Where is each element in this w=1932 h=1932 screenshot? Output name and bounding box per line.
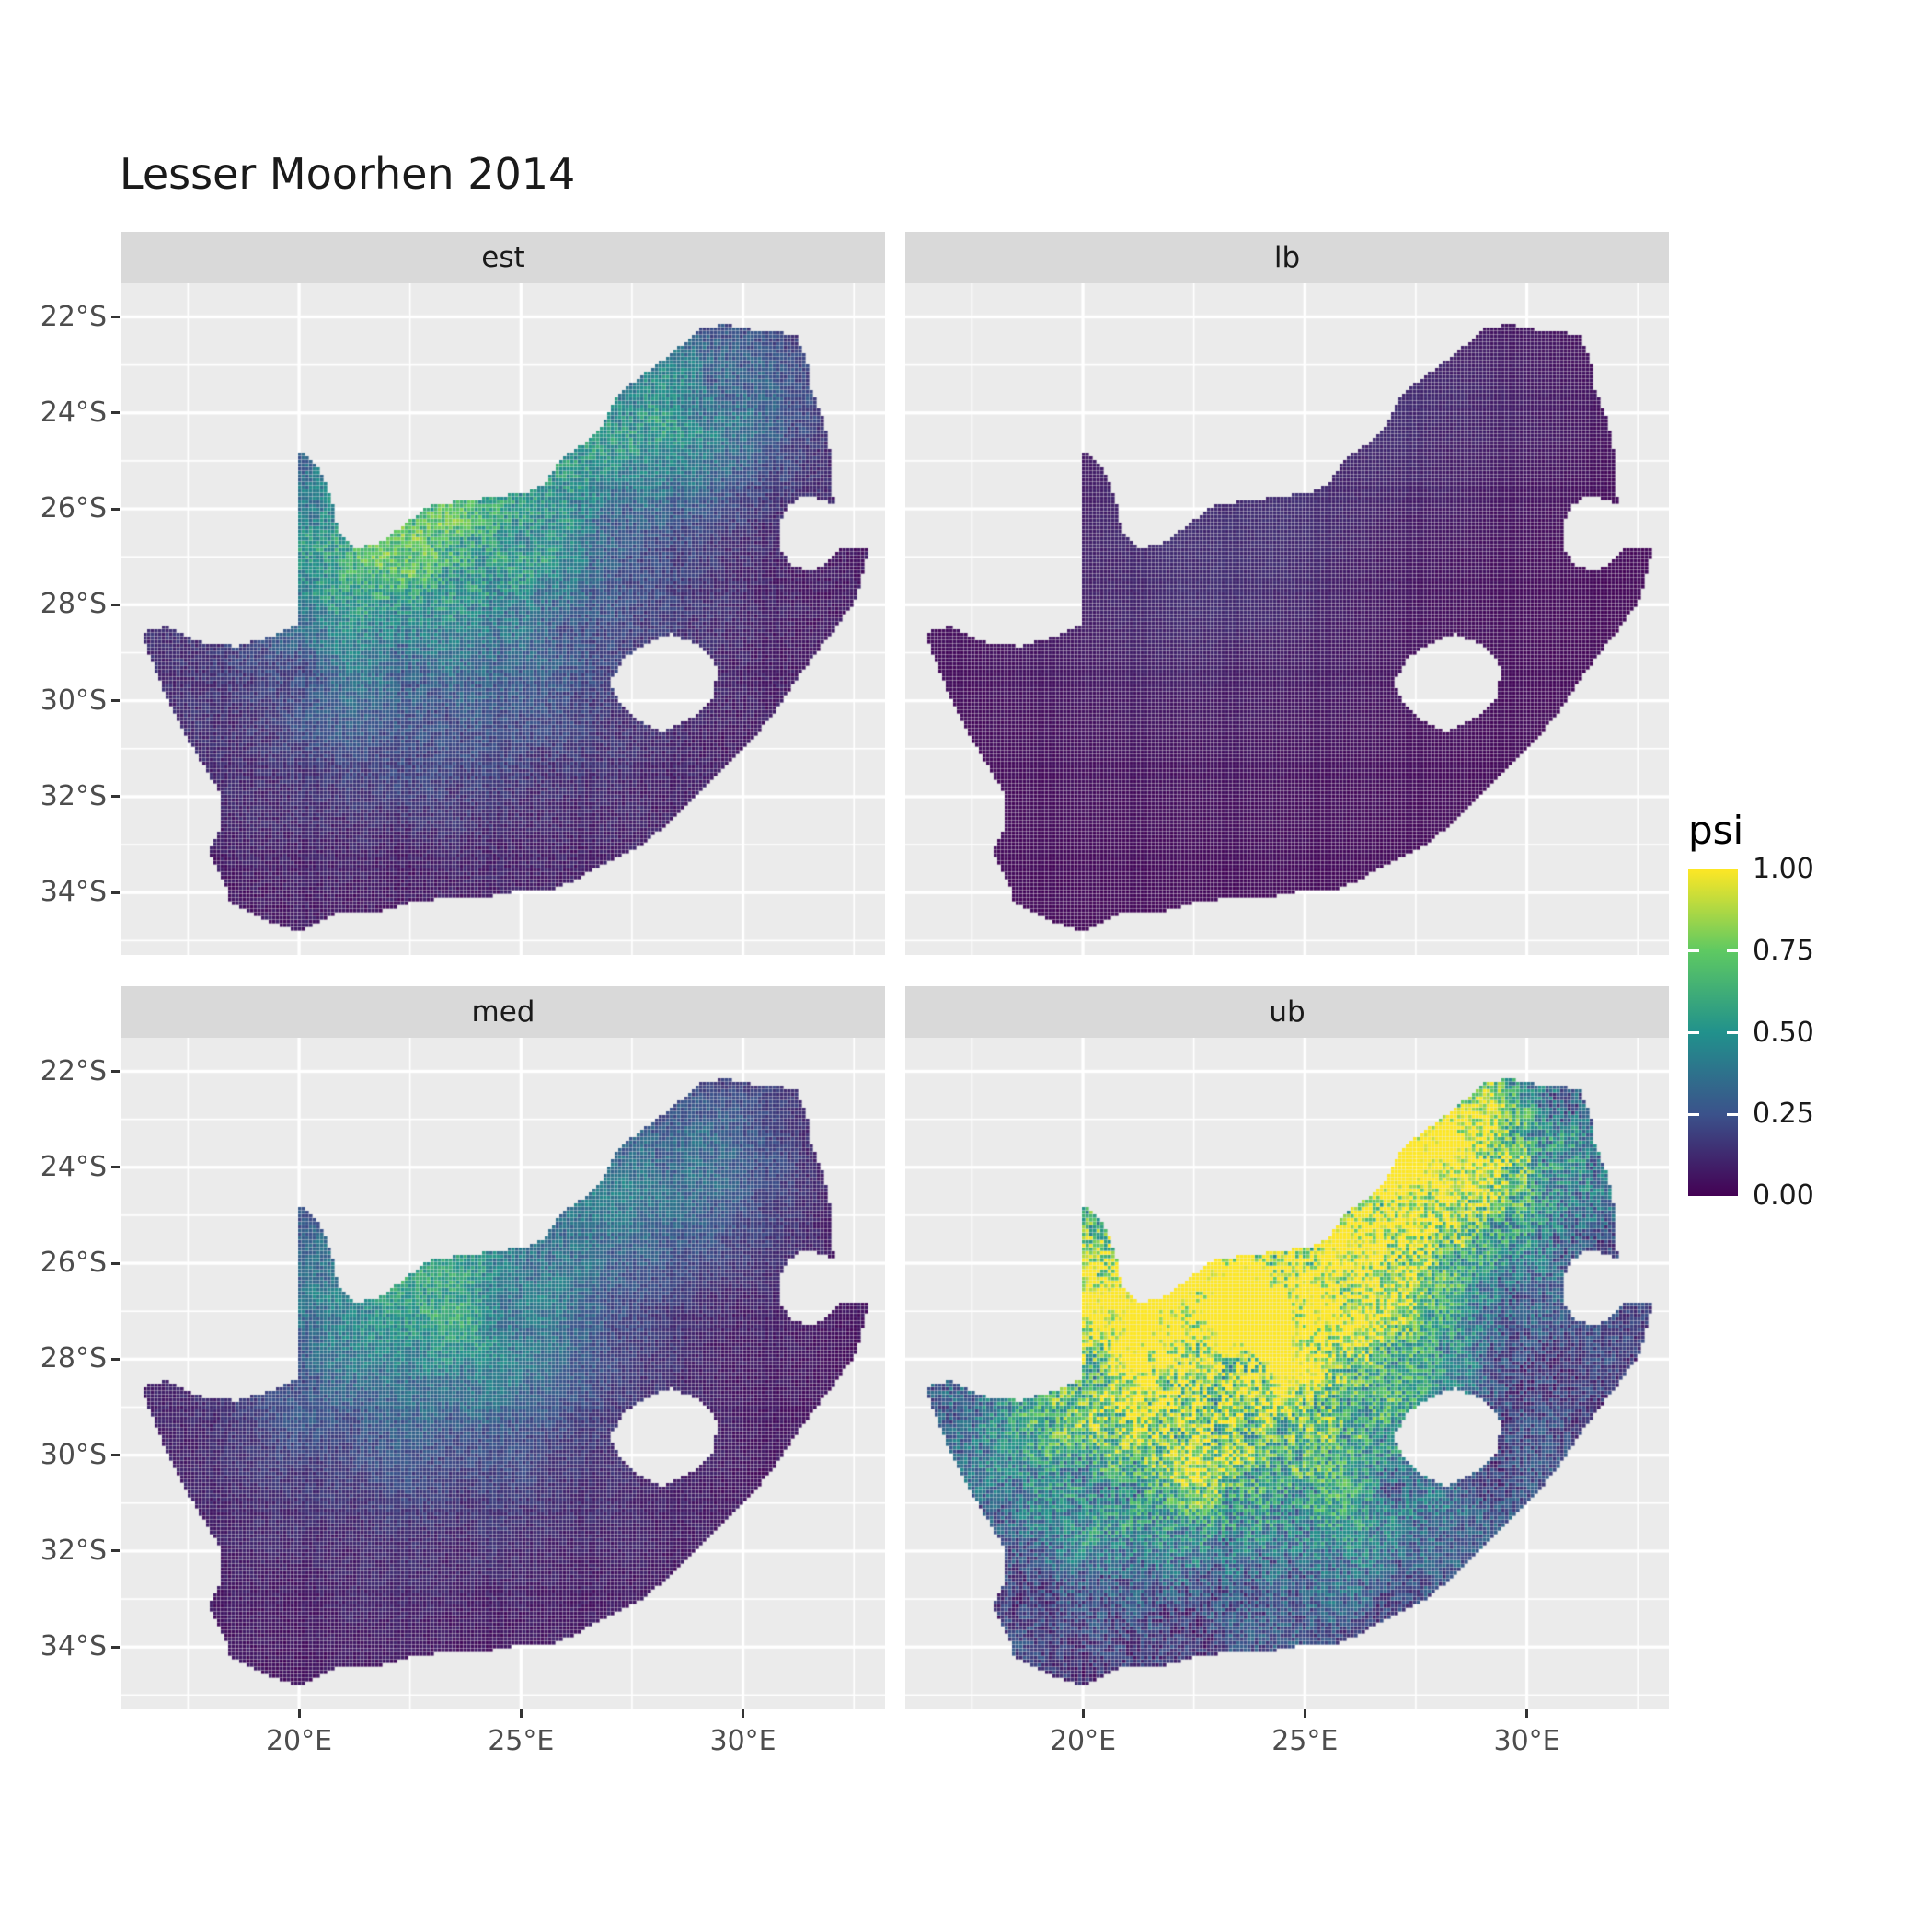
x-tick-label: 25°E [488,1725,555,1757]
x-tick-mark [1081,1709,1085,1718]
x-tick-mark [519,1709,523,1718]
y-tick-label: 28°S [40,1342,107,1375]
y-tick-mark [111,1166,120,1169]
x-tick-mark [1303,1709,1306,1718]
legend-title: psi [1688,808,1744,853]
y-tick-label: 24°S [40,396,107,429]
x-tick-label: 25°E [1271,1725,1339,1757]
y-tick-label: 30°S [40,1438,107,1471]
y-tick-label: 26°S [40,1247,107,1280]
facet-label-ub: ub [1269,995,1305,1029]
legend-tick-mark [1727,949,1738,953]
map-panel-est [121,283,885,955]
y-tick-mark [111,891,120,894]
y-tick-mark [111,795,120,799]
facet-label-lb: lb [1273,241,1301,274]
y-tick-mark [111,507,120,511]
facet-est: est [121,232,885,955]
facet-med: med [121,986,885,1709]
x-tick-label: 20°E [265,1725,333,1757]
y-tick-label: 30°S [40,684,107,717]
legend-tick-label: 0.50 [1753,1016,1814,1049]
legend: psi [1688,808,1927,1196]
map-panel-lb [905,283,1669,955]
legend-tick-mark [1688,949,1699,953]
y-tick-label: 22°S [40,1054,107,1087]
facet-strip-ub: ub [905,986,1669,1038]
x-tick-mark [297,1709,301,1718]
y-tick-mark [111,699,120,703]
legend-tick-label: 1.00 [1753,853,1814,885]
y-tick-mark [111,1549,120,1553]
legend-tick-mark [1727,1031,1738,1034]
y-tick-label: 28°S [40,588,107,621]
x-tick-mark [1525,1709,1529,1718]
plot-title: Lesser Moorhen 2014 [120,149,576,199]
map-panel-med [121,1038,885,1709]
y-tick-mark [111,316,120,318]
map-panel-ub [905,1038,1669,1709]
y-tick-mark [111,603,120,606]
facet-lb: lb [905,232,1669,955]
x-tick-label: 20°E [1049,1725,1117,1757]
y-tick-label: 32°S [40,779,107,812]
legend-tick-label: 0.00 [1753,1179,1814,1212]
x-tick-label: 30°E [709,1725,776,1757]
y-tick-label: 34°S [40,1630,107,1663]
y-tick-mark [111,1454,120,1457]
y-tick-label: 24°S [40,1150,107,1183]
legend-tick-label: 0.75 [1753,934,1814,967]
facet-ub: ub [905,986,1669,1709]
legend-tick-mark [1688,1031,1699,1034]
facet-label-med: med [471,995,535,1029]
facet-label-est: est [481,241,525,274]
y-tick-label: 32°S [40,1534,107,1567]
legend-tick-mark [1688,1112,1699,1116]
y-tick-mark [111,1261,120,1265]
x-tick-label: 30°E [1493,1725,1560,1757]
legend-colorbar [1688,869,1738,1196]
y-tick-label: 22°S [40,300,107,333]
legend-tick-label: 0.25 [1753,1098,1814,1131]
x-tick-mark [742,1709,745,1718]
legend-tick-mark [1727,1112,1738,1116]
y-tick-mark [111,411,120,415]
y-tick-label: 34°S [40,876,107,909]
facet-strip-est: est [121,232,885,283]
y-tick-mark [111,1357,120,1361]
y-tick-label: 26°S [40,492,107,525]
facet-strip-med: med [121,986,885,1038]
facet-strip-lb: lb [905,232,1669,283]
y-tick-mark [111,1645,120,1649]
y-tick-mark [111,1070,120,1073]
